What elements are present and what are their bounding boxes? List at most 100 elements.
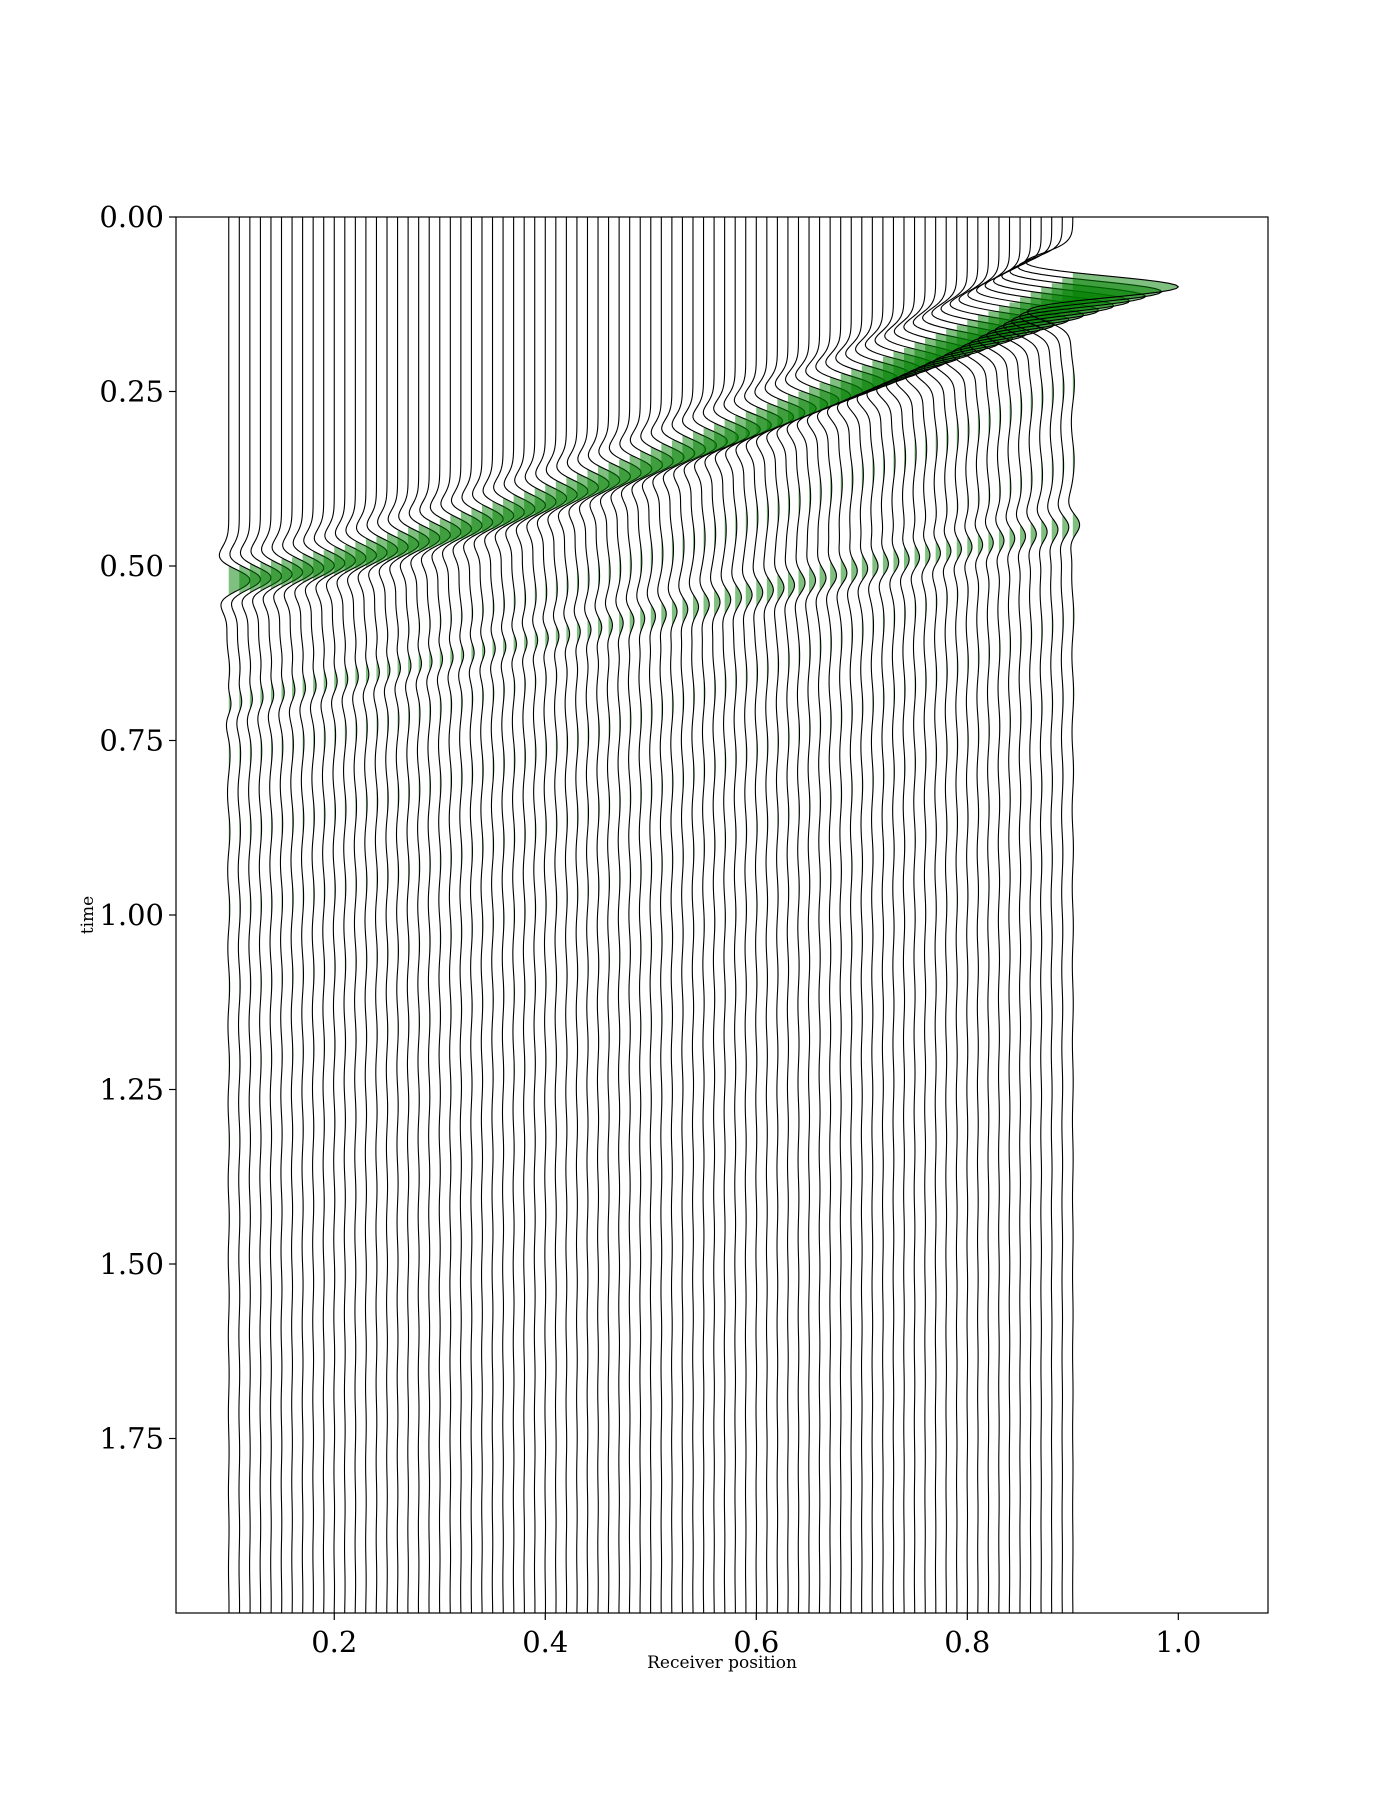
trace-line (619, 217, 653, 1613)
trace-fill (882, 356, 923, 1614)
trace-line (774, 217, 817, 1614)
trace (931, 217, 1013, 1614)
x-axis: 0.2 0.4 0.6 0.8 1.0 (311, 1613, 1201, 1659)
traces-layer (218, 216, 1180, 1614)
trace-line (884, 217, 948, 1614)
trace (282, 217, 314, 1614)
trace (784, 217, 829, 1614)
trace-line (1001, 217, 1131, 1614)
trace-line (250, 217, 283, 1614)
trace (754, 217, 795, 1614)
trace (967, 217, 1070, 1614)
trace (661, 217, 696, 1614)
trace (1001, 217, 1131, 1614)
trace-line (825, 217, 875, 1613)
trace (303, 217, 335, 1614)
trace-line (912, 217, 987, 1614)
trace-line (419, 217, 451, 1614)
trace-line (835, 217, 887, 1614)
trace-fill (1030, 292, 1114, 1587)
trace (845, 217, 899, 1614)
trace (524, 217, 557, 1614)
trace (733, 217, 772, 1614)
trace (713, 217, 750, 1614)
trace (292, 217, 325, 1614)
trace-line (345, 217, 378, 1614)
trace-fill (1041, 286, 1130, 1582)
trace (545, 217, 578, 1614)
trace (493, 217, 525, 1614)
trace-line (461, 217, 494, 1614)
trace (566, 217, 600, 1614)
trace (324, 217, 356, 1614)
trace (922, 217, 1000, 1614)
trace (795, 217, 840, 1614)
trace (884, 217, 948, 1614)
trace-line (640, 217, 674, 1614)
trace (984, 217, 1099, 1613)
y-tick-label: 0.50 (99, 549, 164, 583)
trace-fill (946, 328, 1000, 1614)
trace-line (482, 217, 515, 1614)
trace-fill (861, 365, 898, 1582)
trace-line (261, 217, 293, 1614)
trace-line (229, 217, 261, 1614)
trace-line (784, 217, 829, 1614)
trace (650, 217, 685, 1614)
trace-line (598, 217, 631, 1614)
trace (218, 217, 251, 1614)
trace-line (324, 217, 356, 1614)
trace-line (313, 217, 346, 1614)
trace (874, 217, 936, 1614)
trace-line (429, 217, 462, 1614)
trace (387, 217, 420, 1614)
trace (864, 217, 923, 1614)
trace (1009, 217, 1146, 1614)
trace-line (845, 217, 899, 1614)
trace (903, 217, 974, 1613)
trace-line (503, 217, 536, 1613)
trace-line (366, 217, 399, 1613)
trace-line (577, 217, 610, 1614)
trace (825, 217, 875, 1613)
trace-fill (851, 368, 886, 1586)
trace-line (958, 217, 1055, 1614)
trace-line (292, 217, 325, 1614)
trace-fill (840, 374, 874, 1591)
trace (975, 217, 1085, 1613)
trace (912, 217, 987, 1614)
trace (440, 217, 473, 1614)
trace-line (514, 217, 546, 1614)
y-tick-label: 0.25 (99, 375, 164, 409)
trace (471, 217, 504, 1614)
trace-line (239, 217, 272, 1614)
y-tick-label: 1.50 (99, 1247, 164, 1281)
trace (461, 217, 494, 1614)
trace-fill (914, 342, 960, 1613)
trace (671, 217, 707, 1614)
trace-line (587, 217, 621, 1614)
trace (949, 217, 1041, 1614)
trace-line (940, 217, 1027, 1614)
trace-line (893, 217, 961, 1614)
trace (893, 217, 961, 1614)
x-axis-label: Receiver position (647, 1653, 797, 1673)
trace-line (629, 217, 664, 1613)
trace-line (1009, 217, 1146, 1614)
trace-line (931, 217, 1013, 1614)
y-tick-label: 1.00 (99, 898, 164, 932)
x-tick-label: 0.4 (522, 1625, 568, 1659)
y-tick-label: 1.25 (99, 1073, 164, 1107)
trace-fill (956, 325, 1013, 1614)
trace (640, 217, 674, 1614)
trace (1017, 217, 1163, 1614)
trace (503, 217, 536, 1614)
trace-line (744, 217, 784, 1614)
trace (250, 217, 283, 1614)
x-tick-label: 0.8 (944, 1625, 990, 1659)
trace (334, 217, 367, 1614)
trace-line (754, 217, 795, 1614)
trace-line (271, 217, 304, 1614)
y-axis: 0.00 0.25 0.50 0.75 1.00 1.25 1.50 1.75 (99, 200, 176, 1456)
